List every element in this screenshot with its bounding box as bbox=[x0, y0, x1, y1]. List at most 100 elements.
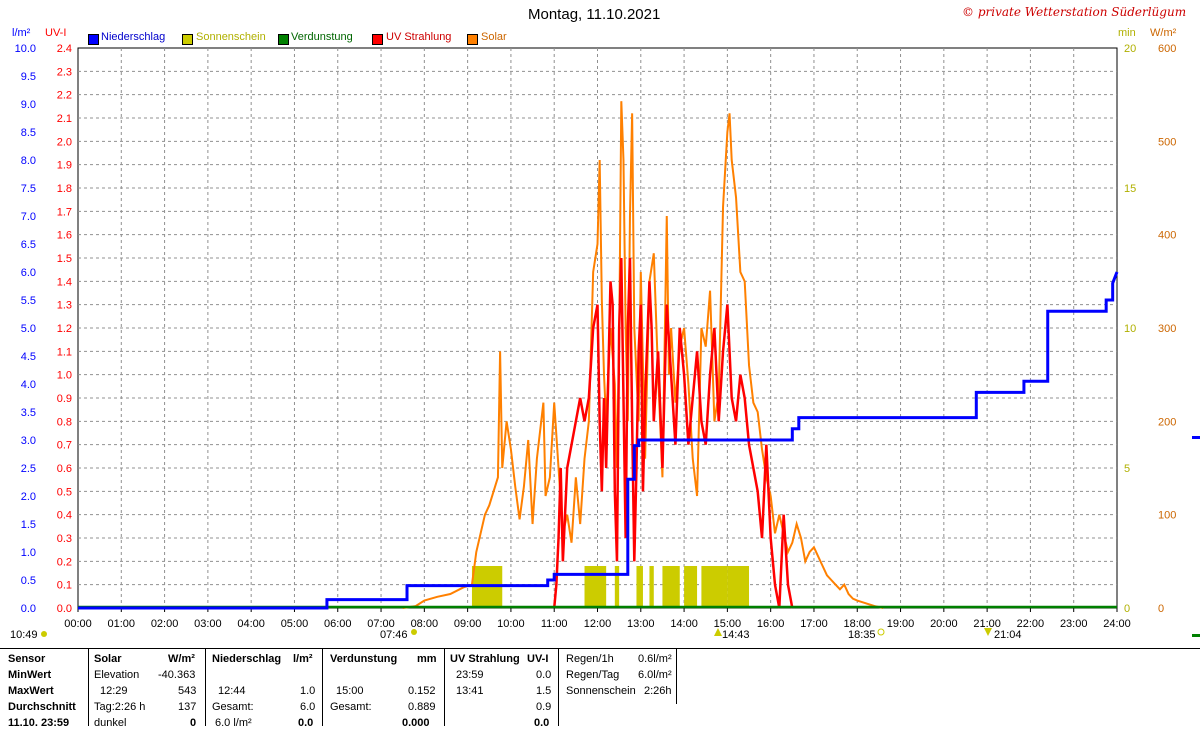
stats-sensor-header: Sensor bbox=[8, 653, 46, 665]
y-solar-tick-label: 200 bbox=[1158, 416, 1176, 428]
y-min-tick-label: 5 bbox=[1124, 463, 1130, 475]
y-uv-tick-label: 0.1 bbox=[57, 580, 72, 592]
stats-uv-r1b: 1.5 bbox=[536, 685, 552, 697]
y-uv-tick-label: 1.4 bbox=[57, 276, 72, 288]
x-tick-label: 08:00 bbox=[411, 618, 439, 630]
y-uv-tick-label: 0.8 bbox=[57, 416, 72, 428]
sonnenschein-bar bbox=[614, 566, 620, 608]
y-uv-tick-label: 1.8 bbox=[57, 183, 72, 195]
y-niederschlag-tick-label: 3.5 bbox=[21, 407, 36, 419]
y-niederschlag-tick-label: 10.0 bbox=[15, 43, 36, 55]
y-uv-tick-label: 2.0 bbox=[57, 136, 72, 148]
legend-label-verdunstung: Verdunstung bbox=[291, 31, 353, 43]
x-tick-label: 05:00 bbox=[281, 618, 309, 630]
stats-divider-2 bbox=[205, 648, 206, 726]
sonnenschein-bar bbox=[727, 566, 750, 608]
y-uv-tick-label: 0.2 bbox=[57, 556, 72, 568]
chart-title: Montag, 11.10.2021 bbox=[528, 6, 661, 23]
sonnenschein-bar bbox=[684, 566, 698, 608]
legend-label-sonnenschein: Sonnenschein bbox=[196, 31, 266, 43]
stats-verd-r2a: Gesamt: bbox=[330, 701, 372, 713]
x-tick-label: 20:00 bbox=[930, 618, 958, 630]
y-uv-tick-label: 1.2 bbox=[57, 323, 72, 335]
stats-divider-6 bbox=[676, 648, 677, 704]
y-niederschlag-tick-label: 7.5 bbox=[21, 183, 36, 195]
sunset-label: 18:35 bbox=[848, 629, 876, 641]
x-tick-label: 18:00 bbox=[843, 618, 871, 630]
x-tick-label: 15:00 bbox=[714, 618, 742, 630]
y-uv-tick-label: 0.0 bbox=[57, 603, 72, 615]
x-tick-label: 23:00 bbox=[1060, 618, 1088, 630]
stats-divider-4 bbox=[444, 648, 445, 726]
y-niederschlag-tick-label: 7.0 bbox=[21, 211, 36, 223]
stats-nied-r1a: 12:44 bbox=[218, 685, 246, 697]
x-tick-label: 04:00 bbox=[237, 618, 265, 630]
stats-solar-unit: W/m² bbox=[168, 653, 195, 665]
mark-2-triangle-icon bbox=[984, 628, 992, 636]
legend-swatch-solar bbox=[467, 34, 478, 45]
x-tick-label: 03:00 bbox=[194, 618, 222, 630]
x-tick-label: 19:00 bbox=[887, 618, 915, 630]
sunrise-sun-icon bbox=[411, 629, 417, 635]
stats-regen-r1a: Regen/Tag bbox=[566, 669, 620, 681]
sonnenschein-bar bbox=[701, 566, 728, 608]
legend-label-uv: UV Strahlung bbox=[386, 31, 452, 43]
x-tick-label: 24:00 bbox=[1103, 618, 1131, 630]
y-niederschlag-tick-label: 0.5 bbox=[21, 575, 36, 587]
y-min-tick-label: 10 bbox=[1124, 323, 1136, 335]
mark-2-label: 21:04 bbox=[994, 629, 1022, 641]
x-tick-label: 07:00 bbox=[367, 618, 395, 630]
stats-verd-unit: mm bbox=[417, 653, 437, 665]
y-uv-tick-label: 0.7 bbox=[57, 440, 72, 452]
y-niederschlag-tick-label: 1.0 bbox=[21, 547, 36, 559]
x-tick-label: 01:00 bbox=[108, 618, 136, 630]
stats-verd-r2b: 0.889 bbox=[408, 701, 436, 713]
sonnenschein-bar bbox=[636, 566, 643, 608]
y-uv-tick-label: 1.9 bbox=[57, 160, 72, 172]
y-uv-tick-label: 0.4 bbox=[57, 510, 72, 522]
y-niederschlag-tick-label: 8.5 bbox=[21, 127, 36, 139]
uv-line bbox=[552, 257, 794, 609]
y-niederschlag-tick-label: 6.0 bbox=[21, 267, 36, 279]
stats-verd-r3b: 0.000 bbox=[402, 717, 430, 729]
y-solar-tick-label: 300 bbox=[1158, 323, 1176, 335]
stats-solar-r3b: 0 bbox=[190, 717, 197, 729]
stats-divider-1 bbox=[88, 648, 89, 726]
stats-regen-r2a: Sonnenschein bbox=[566, 685, 636, 697]
stats-uv-r2b: 0.9 bbox=[536, 701, 552, 713]
stats-table: Sensor MinWert MaxWert Durchschnitt 11.1… bbox=[0, 648, 1200, 729]
x-tick-label: 22:00 bbox=[1017, 618, 1045, 630]
left-unit-niederschlag: l/m² bbox=[12, 27, 31, 39]
stats-nied-unit: l/m² bbox=[293, 653, 313, 665]
x-tick-label: 21:00 bbox=[973, 618, 1001, 630]
stats-nied-r2b: 6.0 bbox=[300, 701, 316, 713]
x-tick-label: 14:00 bbox=[670, 618, 698, 630]
y-niederschlag-tick-label: 3.0 bbox=[21, 435, 36, 447]
marker-left-time-label: 10:49 bbox=[10, 629, 38, 641]
stats-regen-r2b: 2:26h bbox=[644, 685, 672, 697]
y-uv-tick-label: 0.5 bbox=[57, 486, 72, 498]
y-uv-tick-label: 1.3 bbox=[57, 300, 72, 312]
y-solar-tick-label: 100 bbox=[1158, 510, 1176, 522]
x-tick-label: 10:00 bbox=[497, 618, 525, 630]
y-niederschlag-tick-label: 9.5 bbox=[21, 71, 36, 83]
y-uv-tick-label: 0.9 bbox=[57, 393, 72, 405]
legend: Niederschlag Sonnenschein Verdunstung UV… bbox=[88, 32, 528, 46]
stats-row-date: 11.10. 23:59 bbox=[8, 717, 70, 729]
y-uv-tick-label: 2.1 bbox=[57, 113, 72, 125]
x-tick-label: 11:00 bbox=[541, 618, 568, 630]
niederschlag-line bbox=[78, 271, 1119, 610]
right-unit-min: min bbox=[1118, 27, 1136, 39]
stats-uv-r0b: 0.0 bbox=[536, 669, 552, 681]
y-niederschlag-tick-label: 0.0 bbox=[21, 603, 36, 615]
right-edge-marker-blue bbox=[1192, 436, 1200, 439]
stats-uv-header: UV Strahlung bbox=[450, 653, 520, 665]
stats-uv-r1a: 13:41 bbox=[456, 685, 484, 697]
y-uv-tick-label: 2.4 bbox=[57, 43, 72, 55]
y-uv-tick-label: 0.6 bbox=[57, 463, 72, 475]
stats-solar-r3a: dunkel bbox=[94, 717, 127, 729]
stats-row-max: MaxWert bbox=[8, 685, 54, 697]
y-niederschlag-tick-label: 2.0 bbox=[21, 491, 36, 503]
sunset-sun-icon bbox=[877, 628, 885, 636]
x-tick-label: 00:00 bbox=[64, 618, 92, 630]
